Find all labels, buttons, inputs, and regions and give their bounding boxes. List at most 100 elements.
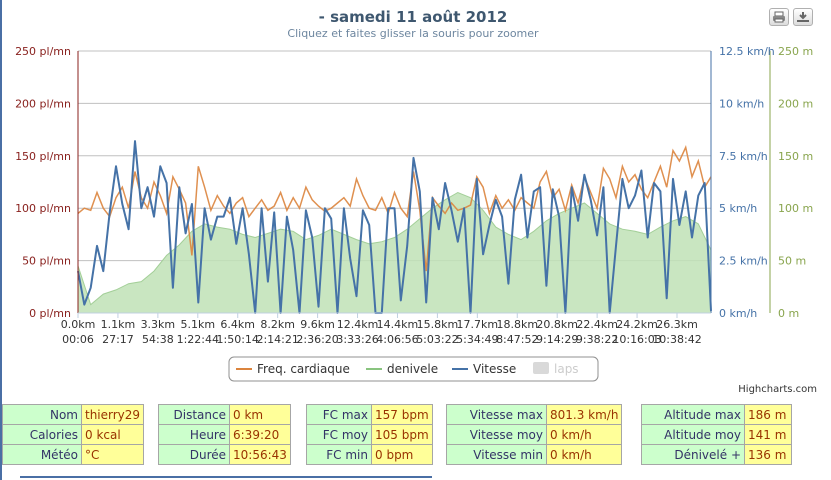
x-tick-label-distance: 8.2km xyxy=(260,318,295,331)
chart-subtitle: Cliquez et faites glisser la souris pour… xyxy=(287,27,539,40)
legend-item-vitesse[interactable]: Vitesse xyxy=(452,362,516,376)
x-tick-label-time: 4:06:56 xyxy=(376,333,418,346)
stat-value-denivele: 136 m xyxy=(744,444,792,465)
stat-value-altitude-max: 186 m xyxy=(744,404,792,425)
legend: Freq. cardiaque denivele Vitesse laps xyxy=(228,356,599,382)
y-tick-label-speed: 12.5 km/h xyxy=(719,45,775,58)
stat-value-fc-max: 157 bpm xyxy=(371,404,433,425)
x-tick-label-distance: 24.2km xyxy=(616,318,658,331)
x-tick-label-distance: 1.1km xyxy=(101,318,136,331)
legend-item-laps[interactable]: laps xyxy=(533,362,579,376)
legend-label-fc: Freq. cardiaque xyxy=(257,362,350,376)
page-left-border xyxy=(0,0,2,480)
x-tick-label-time: 1:22:44 xyxy=(177,333,219,346)
y-tick-label-alt: 100 m xyxy=(778,202,813,215)
export-button[interactable] xyxy=(793,8,813,26)
x-tick-label-time: 9:14:29 xyxy=(536,333,578,346)
stats-table-athlete: Nom thierry29 Calories 0 kcal Météo °C xyxy=(2,404,145,465)
x-tick-label-distance: 17.7km xyxy=(457,318,499,331)
stat-value-heure: 6:39:20 xyxy=(229,424,291,445)
bottom-border xyxy=(20,476,432,478)
x-tick-label-time: 2:36:20 xyxy=(296,333,338,346)
x-tick-label-time: 3:33:26 xyxy=(336,333,378,346)
legend-label-vitesse: Vitesse xyxy=(473,362,516,376)
x-tick-label-distance: 15.8km xyxy=(417,318,459,331)
x-axis-ticks: 0.0km 00:06 1.1km 27:17 3.3km 54:38 5.1km 1:22:… xyxy=(61,313,702,346)
stat-label-denivele: Dénivelé + xyxy=(641,444,745,465)
stats-row: Vitesse max 801.3 km/h xyxy=(446,404,623,425)
stat-label-distance: Distance xyxy=(158,404,230,425)
y-tick-label-fc: 200 pl/mn xyxy=(15,97,71,110)
x-tick-label-distance: 3.3km xyxy=(141,318,176,331)
stat-value-fc-min: 0 bpm xyxy=(371,444,433,465)
axes xyxy=(77,51,771,314)
y-tick-label-speed: 10 km/h xyxy=(719,97,764,110)
stats-row: Calories 0 kcal xyxy=(2,424,145,445)
x-tick-label-time: 54:38 xyxy=(142,333,174,346)
y-axis-speed-ticks: 0 km/h 2.5 km/h 5 km/h 7.5 km/h 10 km/h 12.5 … xyxy=(719,45,775,320)
y-axis-fc-ticks: 0 pl/mn 50 pl/mn 100 pl/mn 150 pl/mn 200 pl/… xyxy=(15,45,71,320)
x-tick-label-distance: 6.4km xyxy=(220,318,255,331)
area-denivele xyxy=(78,192,711,313)
stats-table-heart-rate: FC max 157 bpm FC moy 105 bpm FC min 0 bpm xyxy=(306,404,433,465)
credits-link[interactable]: Highcharts.com xyxy=(738,384,817,395)
x-tick-label-time: 10:16:03 xyxy=(612,333,661,346)
x-tick-label-time: 5:03:22 xyxy=(416,333,458,346)
stats-row: Altitude moy 141 m xyxy=(641,424,792,445)
print-button[interactable] xyxy=(769,8,789,26)
legend-box xyxy=(228,356,599,382)
stat-label-fc-moy: FC moy xyxy=(306,424,372,445)
stat-label-altitude-moy: Altitude moy xyxy=(641,424,745,445)
x-tick-label-distance: 12.4km xyxy=(337,318,379,331)
legend-item-fc[interactable]: Freq. cardiaque xyxy=(236,362,350,376)
stats-table-speed: Vitesse max 801.3 km/h Vitesse moy 0 km/h … xyxy=(446,404,623,465)
stats-table-altitude: Altitude max 186 m Altitude moy 141 m Déni… xyxy=(641,404,792,465)
x-tick-label-time: 10:38:42 xyxy=(652,333,701,346)
y-tick-label-fc: 50 pl/mn xyxy=(22,255,71,268)
series-freq-cardiaque xyxy=(77,145,712,272)
chart[interactable]: - samedi 11 août 2012 Cliquez et faites … xyxy=(0,0,831,400)
y-tick-label-alt: 250 m xyxy=(778,45,813,58)
stat-label-vitesse-moy: Vitesse moy xyxy=(446,424,547,445)
x-tick-label-time: 9:38:22 xyxy=(576,333,618,346)
stats-row: Dénivelé +136 m xyxy=(641,444,792,465)
x-tick-label-distance: 9.6km xyxy=(300,318,335,331)
stats-row: Nom thierry29 xyxy=(2,404,145,425)
stat-label-meteo: Météo xyxy=(2,444,82,465)
stat-value-nom: thierry29 xyxy=(80,404,145,425)
x-tick-label-time: 5:34:49 xyxy=(456,333,498,346)
stats-table-session: Distance 0 km Heure 6:39:20 Durée 10:56:43 xyxy=(158,404,291,465)
stat-label-vitesse-min: Vitesse min xyxy=(446,444,547,465)
stat-label-fc-min: FC min xyxy=(306,444,372,465)
y-axis-alt-ticks: 0 m 50 m 100 m 150 m 200 m 250 m xyxy=(778,45,813,320)
x-tick-label-distance: 14.4km xyxy=(377,318,419,331)
x-tick-label-time: 8:47:52 xyxy=(496,333,538,346)
y-tick-label-alt: 150 m xyxy=(778,150,813,163)
stat-value-altitude-moy: 141 m xyxy=(744,424,792,445)
stat-label-nom: Nom xyxy=(2,404,82,425)
x-tick-label-time: 00:06 xyxy=(62,333,94,346)
y-tick-label-alt: 0 m xyxy=(778,307,799,320)
stat-value-duree: 10:56:43 xyxy=(229,444,291,465)
series-vitesse xyxy=(77,140,712,314)
x-tick-label-time: 27:17 xyxy=(102,333,134,346)
stats-row: Vitesse min 0 km/h xyxy=(446,444,623,465)
legend-label-denivele: denivele xyxy=(387,362,438,376)
y-tick-label-speed: 7.5 km/h xyxy=(719,150,768,163)
x-tick-label-distance: 0.0km xyxy=(61,318,96,331)
stats-row: Distance 0 km xyxy=(158,404,291,425)
stat-label-heure: Heure xyxy=(158,424,230,445)
x-tick-label-distance: 26.3km xyxy=(656,318,698,331)
stat-label-duree: Durée xyxy=(158,444,230,465)
x-tick-label-time: 2:14:21 xyxy=(256,333,298,346)
stats-row: Vitesse moy 0 km/h xyxy=(446,424,623,445)
stat-label-altitude-max: Altitude max xyxy=(641,404,745,425)
line-vitesse xyxy=(77,140,712,314)
chart-title: - samedi 11 août 2012 xyxy=(319,8,508,26)
y-tick-label-fc: 250 pl/mn xyxy=(15,45,71,58)
stats-row: Heure 6:39:20 xyxy=(158,424,291,445)
legend-item-denivele[interactable]: denivele xyxy=(366,362,438,376)
stats-row: Durée 10:56:43 xyxy=(158,444,291,465)
y-tick-label-speed: 2.5 km/h xyxy=(719,255,768,268)
x-tick-label-distance: 5.1km xyxy=(181,318,216,331)
